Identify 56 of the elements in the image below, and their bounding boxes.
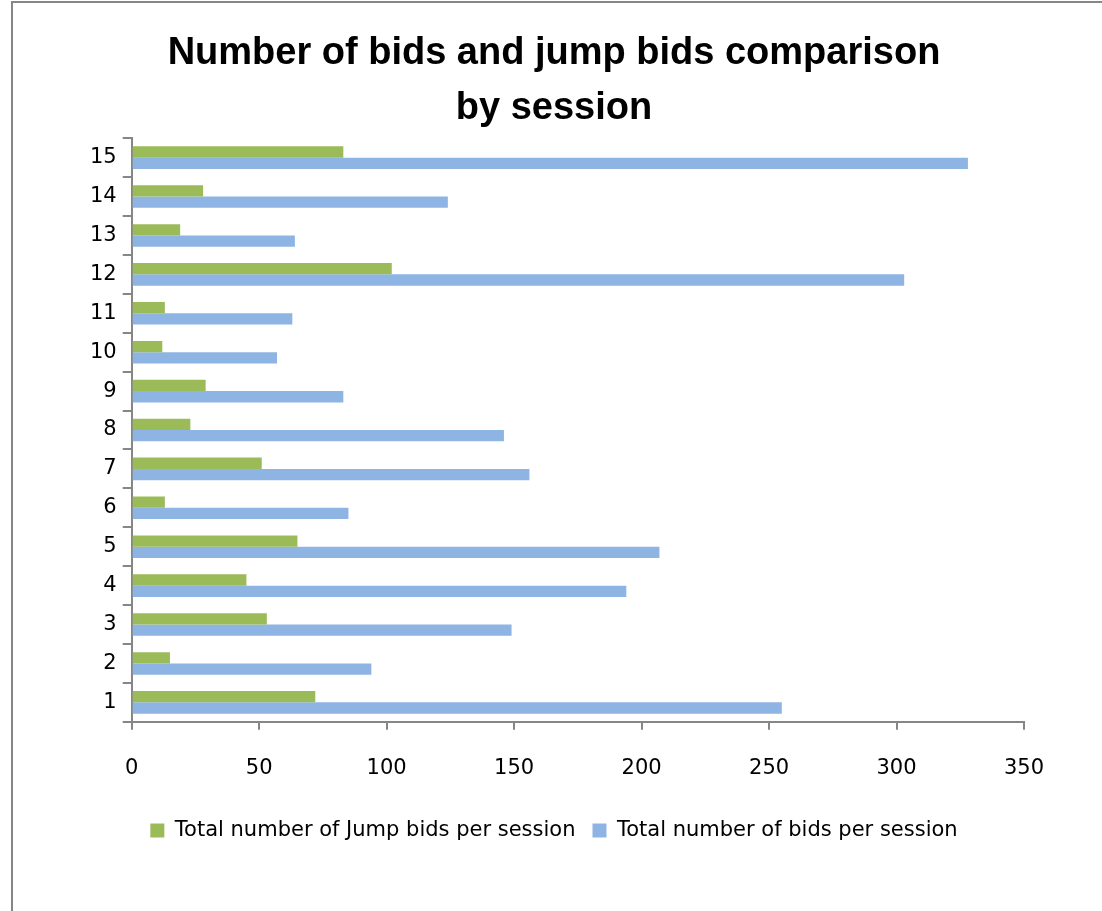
x-tick-label: 350 xyxy=(1003,754,1045,779)
bar xyxy=(132,146,344,158)
bar xyxy=(132,185,204,197)
x-tick-label: 150 xyxy=(494,754,535,779)
legend-label: Total number of bids per session xyxy=(615,816,958,841)
y-tick-label: 4 xyxy=(103,572,117,597)
y-tick-label: 9 xyxy=(103,377,117,402)
y-tick-label: 10 xyxy=(89,338,117,363)
bar xyxy=(132,430,504,442)
y-tick-label: 11 xyxy=(89,299,117,324)
y-tick-label: 15 xyxy=(89,144,117,169)
bar xyxy=(132,663,372,675)
x-tick-label: 50 xyxy=(245,754,273,779)
bar xyxy=(132,496,165,508)
bar xyxy=(132,585,627,597)
bar xyxy=(132,546,660,558)
y-tick-label: 13 xyxy=(89,221,117,246)
bar xyxy=(132,263,392,275)
y-tick-label: 6 xyxy=(103,494,117,519)
bar xyxy=(132,652,170,664)
x-tick-label: 100 xyxy=(366,754,407,779)
bar xyxy=(132,379,206,392)
x-tick-label: 300 xyxy=(876,754,917,779)
x-tick-label: 250 xyxy=(749,754,790,779)
bar xyxy=(132,535,298,547)
legend-label: Total number of Jump bids per session xyxy=(173,816,576,841)
y-tick-label: 1 xyxy=(103,688,117,713)
bar xyxy=(132,313,293,325)
bar xyxy=(132,302,165,314)
bar xyxy=(132,391,344,403)
y-tick-label: 5 xyxy=(103,533,117,558)
bar xyxy=(132,702,782,714)
y-tick-label: 2 xyxy=(103,649,117,674)
bar xyxy=(132,340,163,353)
y-tick-label: 3 xyxy=(103,610,117,635)
chart-title: Number of bids and jump bids comparison by session xyxy=(167,30,941,128)
bar xyxy=(132,235,295,247)
bar xyxy=(132,574,247,586)
y-tick-label: 8 xyxy=(103,416,117,441)
bar xyxy=(132,691,316,703)
bar xyxy=(132,196,448,208)
bar xyxy=(132,352,278,364)
bar xyxy=(132,624,512,636)
bar xyxy=(132,157,968,169)
y-tick-label: 14 xyxy=(89,183,117,208)
y-tick-label: 12 xyxy=(89,260,117,285)
bar xyxy=(132,507,349,520)
y-tick-label: 7 xyxy=(103,455,117,480)
bar xyxy=(132,274,905,286)
bar xyxy=(132,418,191,430)
bar xyxy=(132,468,530,481)
x-tick-label: 200 xyxy=(621,754,662,779)
bar xyxy=(132,613,267,625)
x-tick-label: 0 xyxy=(125,754,139,779)
bar xyxy=(132,457,262,469)
bar xyxy=(132,224,181,236)
